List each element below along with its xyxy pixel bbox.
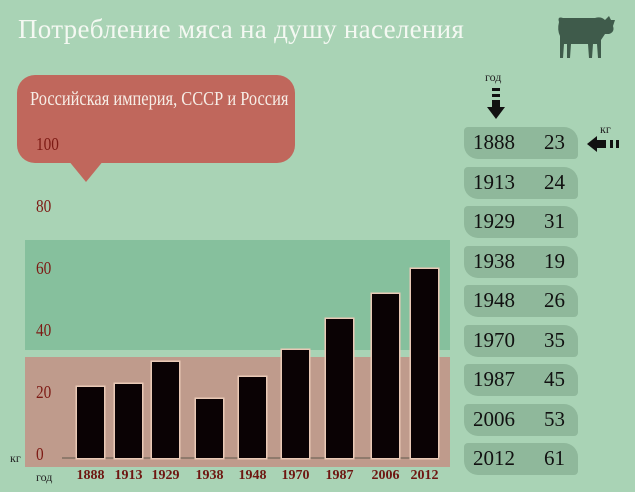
y-tick-label: 40 [36,320,52,340]
table-row: 1913 24 [464,166,578,199]
bar-2006 [372,293,399,458]
row-kg: 35 [544,327,565,352]
row-kg: 61 [544,446,565,470]
x-axis-label: год [36,470,53,484]
row-year: 1987 [473,367,515,391]
table-row: 2012 61 [464,443,578,475]
table-row: 2006 53 [464,403,578,436]
bar-1929 [152,361,179,458]
y-tick-label: 0 [36,444,44,464]
bar-1913 [115,383,142,458]
y-tick-label: 20 [36,382,52,402]
x-tick-label: 1913 [114,468,143,483]
x-tick-label: 2006 [371,468,400,483]
table-row: 1970 35 [464,324,578,357]
x-axis-baseline [62,457,440,459]
row-year: 1888 [473,130,515,154]
bubble-tail [68,160,104,182]
row-kg: 45 [544,367,565,391]
bar-1987 [326,318,353,458]
y-tick-label: 60 [36,258,52,278]
x-tick-label: 1970 [281,468,310,483]
x-tick-label: 1929 [151,468,180,483]
bar-1938 [196,399,223,458]
x-tick-label: 1987 [325,468,354,483]
table-row: 1888 23 [464,127,578,159]
row-year: 1948 [473,288,515,312]
arrow-left-icon [587,136,619,152]
y-axis-unit: кг [10,451,21,465]
row-kg: 26 [544,288,565,312]
row-kg: 53 [544,406,565,431]
x-tick-label: 1938 [195,468,224,483]
x-tick-label: 1888 [76,468,105,483]
row-kg: 31 [544,209,565,233]
chart-subtitle: Российская империя, СССР и Россия [30,88,289,110]
y-tick-label: 80 [36,196,52,216]
row-year: 2012 [473,446,515,470]
table-row: 1938 19 [464,245,578,278]
bar-1888 [77,386,104,458]
table-row: 1987 45 [464,364,578,396]
arrow-down-icon [487,88,505,119]
page-title: Потребление мяса на душу населения [18,14,465,44]
row-year: 2006 [473,406,515,431]
bar-2012 [411,268,438,458]
bar-1948 [239,377,266,458]
table-year-header: год [485,70,502,84]
row-year: 1970 [473,327,515,352]
bar-1970 [282,349,309,458]
subtitle-bubble [17,75,295,163]
row-year: 1929 [473,209,515,233]
cow-icon [558,16,615,58]
x-tick-label: 1948 [238,468,267,483]
table-kg-header: кг [600,122,611,136]
x-tick-label: 2012 [410,468,439,483]
table-row: 1929 31 [464,206,578,238]
row-kg: 19 [544,248,565,273]
table-row: 1948 26 [464,285,578,317]
row-kg: 24 [544,169,565,194]
y-tick-label: 100 [36,134,59,154]
row-kg: 23 [544,130,565,154]
row-year: 1913 [473,169,515,194]
row-year: 1938 [473,248,515,273]
